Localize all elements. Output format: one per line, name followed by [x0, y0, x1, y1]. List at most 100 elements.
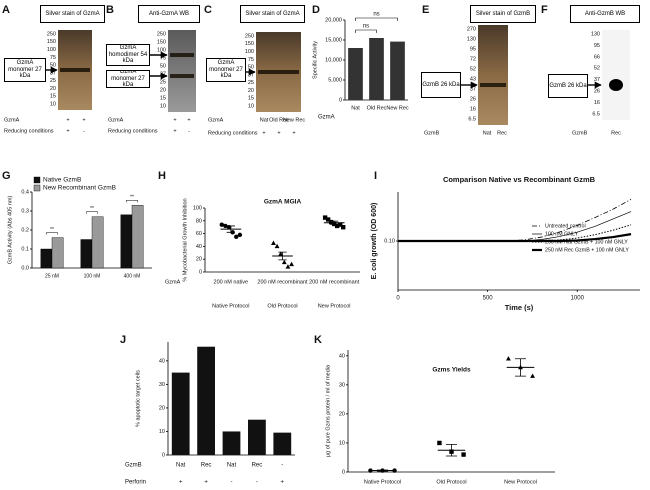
- ladder-label: 37: [248, 72, 254, 78]
- ladder-label: 52: [594, 66, 600, 72]
- ladder-label: 52: [470, 66, 476, 72]
- x-tick-label: 500: [483, 296, 494, 302]
- gel-band: [170, 53, 194, 57]
- x-tick-label: 200 nM native: [214, 279, 249, 285]
- y-tick-label: 20: [196, 257, 202, 263]
- gel-title: Silver stain of GzmB: [470, 5, 536, 23]
- ladder-label: 95: [470, 46, 476, 52]
- ladder-label: 100: [245, 49, 254, 55]
- row-value: Nat: [227, 463, 237, 469]
- panel-label: B: [106, 4, 114, 16]
- y-axis-label: μg of pure Gzms protein / ml of media: [325, 364, 331, 457]
- ladder-label: 50: [248, 65, 254, 71]
- x-tick-label: 100 nM: [84, 273, 101, 279]
- ladder-label: 6.5: [468, 116, 476, 122]
- y-tick-label: 40: [159, 358, 165, 364]
- data-point: [506, 356, 511, 361]
- data-point: [322, 215, 328, 220]
- gel-annotation: GzmA monomer 27 kDa: [4, 58, 46, 82]
- ladder-label: 75: [160, 55, 166, 61]
- ladder-label: 20: [248, 88, 254, 94]
- ladder-label: 20: [50, 86, 56, 92]
- error-bar: [376, 469, 389, 472]
- data-point: [337, 222, 343, 227]
- data-point: [237, 232, 243, 238]
- panel-label: J: [120, 334, 126, 346]
- row-value: +: [66, 117, 69, 123]
- ladder-label: 50: [50, 63, 56, 69]
- y-tick-label: 100: [193, 205, 202, 211]
- x-tick-label: 400 nM: [124, 273, 141, 279]
- gel-annotation: GzmA homodimer 54 kDa: [106, 44, 150, 66]
- row-value: New Rec: [283, 117, 306, 123]
- panel-label: K: [314, 334, 322, 346]
- gel-image: [602, 30, 630, 120]
- y-tick-label: 80: [196, 218, 202, 224]
- y-tick-label: 20: [159, 405, 165, 411]
- x-tick-label: 25 nM: [45, 273, 59, 279]
- y-axis-label: Specific Activity: [312, 41, 318, 79]
- row-value: +: [292, 130, 295, 136]
- significance-label: **: [130, 195, 134, 201]
- row-value: Rec: [611, 130, 621, 136]
- ladder-label: 15: [248, 96, 254, 102]
- ladder-label: 25: [50, 78, 56, 84]
- ladder-label: 16: [470, 106, 476, 112]
- significance-bracket: [86, 211, 98, 214]
- ladder-label: 50: [160, 63, 166, 69]
- data-point: [437, 440, 442, 446]
- x-tick-label: 1000: [571, 296, 585, 302]
- bar: [80, 239, 93, 269]
- y-tick-label: 0.3: [21, 208, 29, 214]
- ladder-label: 150: [157, 39, 166, 45]
- gel-annotation-box: GzmA monomer 27 kDa: [4, 58, 46, 82]
- row-value: -: [256, 480, 258, 486]
- row-label: GzmB: [125, 463, 142, 469]
- data-point: [271, 240, 276, 245]
- row-value: +: [173, 117, 176, 123]
- error-bar: [514, 358, 527, 377]
- ladder-label: 6.5: [592, 111, 600, 117]
- data-line: [398, 198, 632, 242]
- panel-label: G: [2, 170, 11, 182]
- gel-annotation-box: GzmA homodimer 54 kDa: [106, 44, 150, 66]
- ladder-label: 270: [467, 26, 476, 32]
- gel-annotation-box: GzmB 26 kDa: [421, 72, 461, 98]
- group-label: New Protocol: [318, 303, 351, 309]
- gel-annotation: GzmB 26 kDa: [548, 74, 588, 98]
- ladder-label: 75: [248, 57, 254, 63]
- y-tick-label: 20: [339, 411, 345, 417]
- row-value: +: [173, 128, 176, 134]
- bar: [222, 431, 241, 455]
- ladder-label: 72: [470, 56, 476, 62]
- significance-bracket: [355, 29, 377, 33]
- data-line: [398, 211, 632, 242]
- ladder-label: 130: [591, 31, 600, 37]
- bar: [197, 346, 215, 455]
- ladder-label: 25: [248, 80, 254, 86]
- legend-swatch: [33, 176, 41, 184]
- group-label: Native Protocol: [212, 303, 249, 309]
- row-value: +: [187, 117, 190, 123]
- row-value: Nat: [483, 130, 492, 136]
- row-label: Reducing conditions: [4, 128, 54, 134]
- x-axis-label: GzmA: [318, 115, 335, 121]
- gel-annotation-box: GzmA monomer 27 kDa: [206, 58, 246, 82]
- chart-title: GzmA MGIA: [264, 199, 302, 206]
- data-point: [341, 225, 346, 230]
- legend-label: 250 nM Rec GzmB + 100 nM GNLY: [545, 247, 629, 253]
- y-tick-label: 40: [196, 244, 202, 250]
- y-tick-label: 60: [196, 231, 202, 237]
- error-bar: [278, 251, 287, 261]
- row-label: Reducing conditions: [108, 128, 158, 134]
- chart-title: Comparison Native vs Recombinant GzmB: [443, 175, 596, 184]
- y-tick-label: 0: [342, 469, 345, 475]
- row-value: +: [277, 130, 280, 136]
- row-value: -: [83, 128, 85, 134]
- data-point: [219, 222, 224, 227]
- panel-label: I: [374, 170, 377, 182]
- data-point: [328, 219, 334, 225]
- row-value: Nat: [176, 463, 186, 469]
- bar: [171, 372, 190, 455]
- panel-label: D: [312, 4, 320, 16]
